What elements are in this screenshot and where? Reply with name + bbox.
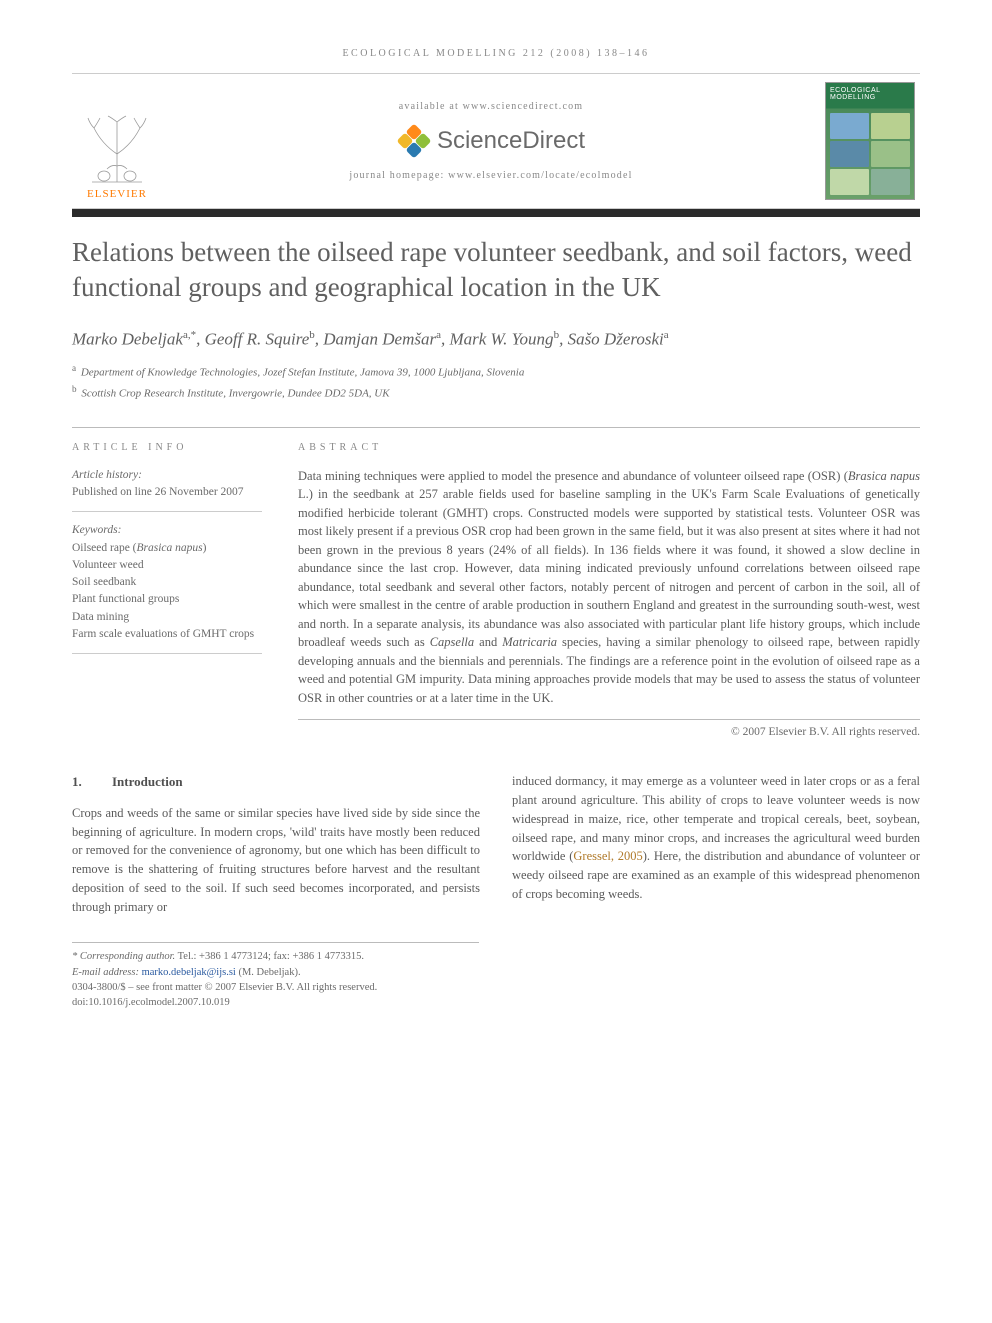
running-head: ECOLOGICAL MODELLING 212 (2008) 138–146 bbox=[72, 48, 920, 59]
footnotes: * Corresponding author. Tel.: +386 1 477… bbox=[72, 942, 479, 1010]
journal-homepage: journal homepage: www.elsevier.com/locat… bbox=[349, 170, 632, 181]
article-info-heading: ARTICLE INFO bbox=[72, 442, 262, 453]
elsevier-label: ELSEVIER bbox=[87, 188, 147, 200]
corresponding-author: * Corresponding author. bbox=[72, 951, 175, 962]
citation: Gressel, 2005 bbox=[573, 849, 642, 863]
keyword: Volunteer weed bbox=[72, 557, 262, 574]
elsevier-logo: ELSEVIER bbox=[72, 82, 162, 200]
cover-title: ECOLOGICAL MODELLING bbox=[830, 87, 914, 101]
body-columns: 1.Introduction Crops and weeds of the sa… bbox=[72, 772, 920, 916]
body-col-left: 1.Introduction Crops and weeds of the sa… bbox=[72, 772, 480, 916]
keyword: Soil seedbank bbox=[72, 574, 262, 591]
keyword: Data mining bbox=[72, 609, 262, 626]
header-band: ELSEVIER available at www.sciencedirect.… bbox=[72, 73, 920, 209]
corr-tel: Tel.: +386 1 4773124; fax: +386 1 477331… bbox=[178, 951, 364, 962]
history-text: Published on line 26 November 2007 bbox=[72, 484, 262, 501]
sciencedirect-label: ScienceDirect bbox=[437, 127, 585, 155]
authors: Marko Debeljaka,*, Geoff R. Squireb, Dam… bbox=[72, 328, 920, 352]
abstract-text: Data mining techniques were applied to m… bbox=[298, 467, 920, 721]
doi-line: doi:10.1016/j.ecolmodel.2007.10.019 bbox=[72, 995, 479, 1010]
abstract-heading: ABSTRACT bbox=[298, 442, 920, 453]
elsevier-tree-icon bbox=[82, 114, 152, 184]
intro-para-1: Crops and weeds of the same or similar s… bbox=[72, 804, 480, 917]
corr-email[interactable]: marko.debeljak@ijs.si bbox=[142, 967, 236, 978]
intro-para-2: induced dormancy, it may emerge as a vol… bbox=[512, 772, 920, 903]
email-label: E-mail address: bbox=[72, 967, 139, 978]
abstract-column: ABSTRACT Data mining techniques were app… bbox=[298, 442, 920, 739]
body-col-right: induced dormancy, it may emerge as a vol… bbox=[512, 772, 920, 916]
keywords-label: Keywords: bbox=[72, 522, 262, 539]
affiliation: a Department of Knowledge Technologies, … bbox=[72, 362, 920, 382]
keyword: Plant functional groups bbox=[72, 591, 262, 608]
title-rule bbox=[72, 209, 920, 217]
article-title: Relations between the oilseed rape volun… bbox=[72, 235, 920, 304]
sciencedirect-logo: ScienceDirect bbox=[397, 124, 585, 158]
keyword: Oilseed rape (Brasica napus) bbox=[72, 540, 262, 557]
sciencedirect-icon bbox=[397, 124, 431, 158]
abstract-copyright: © 2007 Elsevier B.V. All rights reserved… bbox=[298, 726, 920, 738]
article-info-column: ARTICLE INFO Article history: Published … bbox=[72, 442, 262, 739]
header-center: available at www.sciencedirect.com Scien… bbox=[174, 82, 808, 200]
history-label: Article history: bbox=[72, 467, 262, 484]
keyword: Farm scale evaluations of GMHT crops bbox=[72, 626, 262, 643]
issn-line: 0304-3800/$ – see front matter © 2007 El… bbox=[72, 980, 479, 995]
journal-cover: ECOLOGICAL MODELLING bbox=[825, 82, 915, 200]
section-title: Introduction bbox=[112, 774, 183, 789]
section-number: 1. bbox=[72, 772, 112, 792]
affiliation: b Scottish Crop Research Institute, Inve… bbox=[72, 383, 920, 403]
available-at: available at www.sciencedirect.com bbox=[399, 101, 584, 112]
article-history: Article history: Published on line 26 No… bbox=[72, 467, 262, 513]
keywords-block: Keywords: Oilseed rape (Brasica napus)Vo… bbox=[72, 522, 262, 654]
section-heading: 1.Introduction bbox=[72, 772, 480, 792]
journal-cover-col: ECOLOGICAL MODELLING bbox=[820, 82, 920, 200]
email-suffix: (M. Debeljak). bbox=[238, 967, 300, 978]
